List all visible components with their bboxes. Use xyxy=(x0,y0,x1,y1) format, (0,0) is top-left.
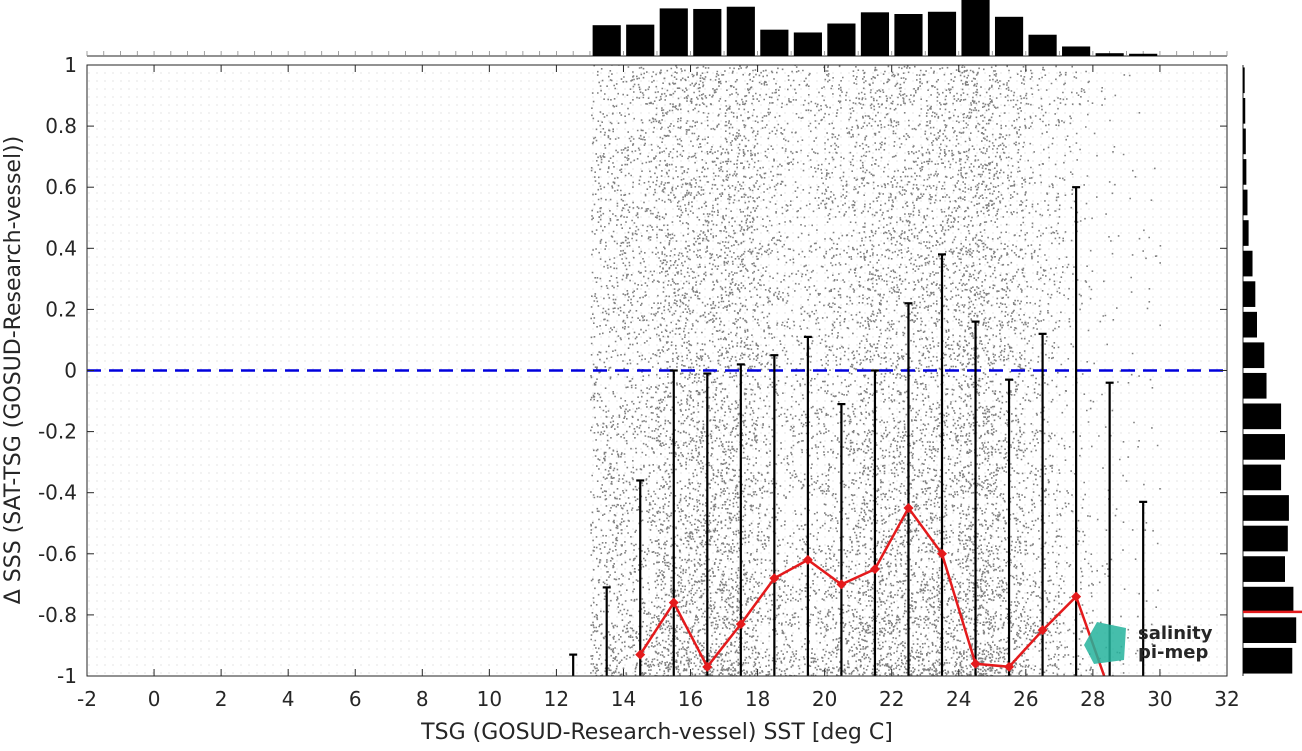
right-histogram-bar xyxy=(1243,250,1253,277)
x-tick-label: 12 xyxy=(544,687,569,711)
median-series xyxy=(635,502,1106,676)
median-point xyxy=(1071,591,1082,602)
x-tick-label: 14 xyxy=(611,687,636,711)
x-axis-ticks: -2 0 2 4 6 8 10 12 14 16 18 20 22 24 26 28 30 32 xyxy=(77,65,1240,711)
right-histogram-bar xyxy=(1243,586,1294,613)
top-histogram-bar xyxy=(827,23,856,56)
x-tick-label: 30 xyxy=(1147,687,1172,711)
median-point xyxy=(802,554,813,565)
x-tick-label: 22 xyxy=(879,687,904,711)
x-tick-label: 2 xyxy=(215,687,228,711)
right-histogram-bar xyxy=(1243,67,1245,94)
y-tick-label: -0.2 xyxy=(38,420,77,444)
y-tick-label: 0.8 xyxy=(45,114,77,138)
right-histogram-bar xyxy=(1243,342,1265,369)
salinity-pimep-logo: salinity pi-mep xyxy=(1084,622,1213,664)
top-histogram-bar xyxy=(1062,46,1091,56)
median-point xyxy=(836,579,847,590)
right-histogram-bar xyxy=(1243,189,1248,216)
top-histogram-bar xyxy=(860,12,890,56)
x-tick-label: -2 xyxy=(77,687,97,711)
right-histogram xyxy=(1242,65,1302,676)
median-point xyxy=(970,658,981,669)
y-tick-label: -0.4 xyxy=(38,481,77,505)
x-tick-label: 32 xyxy=(1214,687,1239,711)
top-histogram-bar xyxy=(592,25,621,56)
y-tick-label: 0 xyxy=(64,359,77,383)
top-histogram-bar xyxy=(961,0,990,56)
right-histogram-bar xyxy=(1243,220,1249,246)
logo-shape-icon xyxy=(1084,622,1126,664)
top-histogram-bar xyxy=(927,11,957,56)
right-histogram-bar xyxy=(1243,97,1246,124)
right-histogram-bar xyxy=(1243,434,1285,460)
right-histogram-bar xyxy=(1243,128,1246,155)
top-histogram-bar xyxy=(1028,34,1057,56)
median-point xyxy=(1037,625,1048,636)
top-histogram-bar xyxy=(760,29,789,56)
median-point xyxy=(635,649,646,660)
y-axis-title: Δ SSS (SAT-TSG (GOSUD-Research-vessel)) xyxy=(1,136,26,604)
median-point xyxy=(937,548,947,559)
right-histogram-bar xyxy=(1243,311,1257,338)
right-histogram-bar xyxy=(1243,617,1297,644)
top-histogram-bar xyxy=(726,6,755,56)
y-axis-ticks: -1 -0.8 -0.6 -0.4 -0.2 0 0.2 0.4 0.6 0.8 1 xyxy=(38,53,1227,688)
median-point xyxy=(668,597,679,608)
x-tick-label: 8 xyxy=(416,687,429,711)
median-point xyxy=(769,573,780,584)
top-histogram-bar xyxy=(659,8,688,56)
top-histogram xyxy=(86,0,1228,57)
right-histogram-bar xyxy=(1243,495,1289,521)
x-tick-label: 16 xyxy=(678,687,703,711)
y-tick-label: -0.6 xyxy=(38,542,77,566)
median-point xyxy=(702,661,713,672)
median-point xyxy=(869,564,880,575)
top-histogram-bar xyxy=(1095,53,1124,56)
x-tick-label: 10 xyxy=(477,687,502,711)
x-tick-label: 24 xyxy=(946,687,971,711)
right-histogram-bar xyxy=(1243,525,1288,552)
x-tick-label: 26 xyxy=(1013,687,1038,711)
right-histogram-bar xyxy=(1243,403,1282,430)
median-point xyxy=(903,502,914,513)
x-tick-label: 20 xyxy=(812,687,837,711)
x-tick-label: 0 xyxy=(148,687,161,711)
x-tick-label: 4 xyxy=(282,687,295,711)
right-histogram-bar xyxy=(1243,556,1285,582)
top-histogram-bar xyxy=(894,14,923,56)
top-histogram-bar xyxy=(793,32,822,56)
x-tick-label: 28 xyxy=(1080,687,1105,711)
logo-text-pimep: pi-mep xyxy=(1138,642,1208,663)
y-tick-label: 0.4 xyxy=(45,236,77,260)
logo-text-salinity: salinity xyxy=(1138,623,1213,644)
right-histogram-bar xyxy=(1243,647,1293,674)
x-axis-title: TSG (GOSUD-Research-vessel) SST [deg C] xyxy=(420,720,893,745)
x-tick-label: 18 xyxy=(745,687,770,711)
median-point xyxy=(735,619,746,630)
right-histogram-bar xyxy=(1243,372,1267,399)
top-histogram-bar xyxy=(1129,53,1158,56)
right-histogram-bar xyxy=(1243,464,1282,491)
y-tick-label: 0.2 xyxy=(45,297,77,321)
y-tick-label: 0.6 xyxy=(45,175,77,199)
y-tick-label: -1 xyxy=(57,664,77,688)
top-histogram-bar xyxy=(626,24,655,56)
right-histogram-bar xyxy=(1243,281,1256,307)
y-tick-label: -0.8 xyxy=(38,603,77,627)
top-histogram-bar xyxy=(994,16,1024,56)
right-histogram-bar xyxy=(1243,159,1247,185)
y-tick-label: 1 xyxy=(64,53,77,77)
x-tick-label: 6 xyxy=(349,687,362,711)
median-point xyxy=(1004,661,1015,672)
error-bars xyxy=(569,186,1148,676)
top-histogram-bar xyxy=(693,8,722,57)
